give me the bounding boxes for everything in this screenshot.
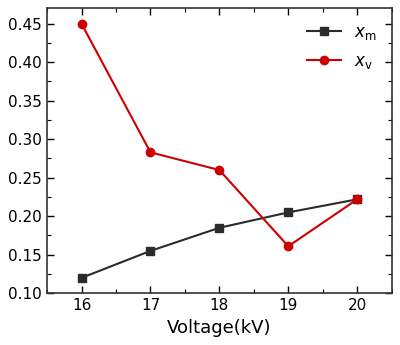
$x_\mathrm{v}$ (148, 150, 153, 155)
$x_\mathrm{v}$ (79, 22, 84, 26)
Legend: $x_\mathrm{m}$, $x_\mathrm{v}$: $x_\mathrm{m}$, $x_\mathrm{v}$ (301, 17, 383, 78)
$x_\mathrm{m}$ (79, 276, 84, 280)
$x_\mathrm{v}$ (217, 168, 222, 172)
$x_\mathrm{v}$ (286, 244, 291, 248)
$x_\mathrm{m}$ (286, 210, 291, 215)
Line: $x_\mathrm{m}$: $x_\mathrm{m}$ (77, 195, 361, 282)
X-axis label: Voltage(kV): Voltage(kV) (167, 319, 272, 337)
$x_\mathrm{m}$ (148, 249, 153, 253)
Line: $x_\mathrm{v}$: $x_\mathrm{v}$ (77, 20, 361, 250)
$x_\mathrm{m}$ (217, 226, 222, 230)
$x_\mathrm{m}$ (355, 197, 360, 201)
$x_\mathrm{v}$ (355, 197, 360, 201)
